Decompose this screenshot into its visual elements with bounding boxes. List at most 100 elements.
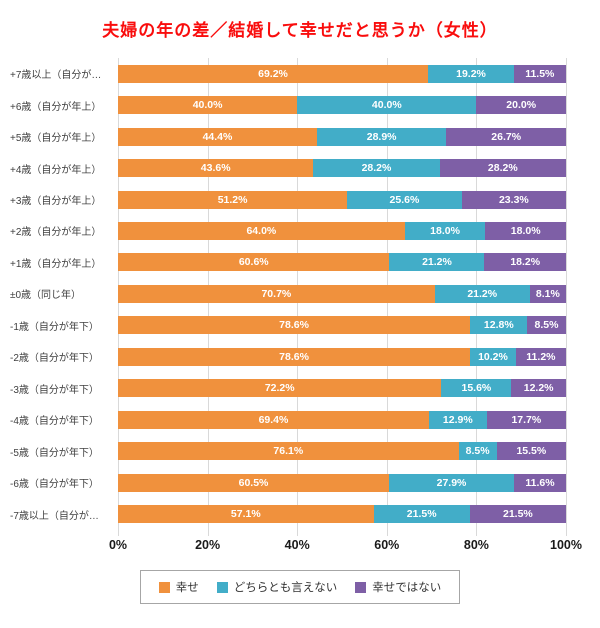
bar-segment: 26.7%: [446, 127, 566, 146]
x-tick-label: 20%: [195, 538, 221, 552]
value-label: 15.6%: [461, 382, 492, 395]
bar-segment: 18.0%: [485, 221, 566, 240]
bar-segment: 64.0%: [118, 221, 405, 240]
bar-segment: 60.6%: [118, 253, 390, 272]
legend-item: 幸せ: [158, 579, 199, 595]
category-label: +1歳（自分が年上）: [10, 258, 102, 270]
value-label: 27.9%: [436, 476, 467, 489]
bar-segment: 78.6%: [118, 347, 471, 366]
value-label: 8.5%: [465, 445, 490, 458]
bar-row: +5歳（自分が年上） 44.4% 28.9% 26.7%: [10, 122, 566, 152]
bar-segment: 10.2%: [470, 347, 516, 366]
legend-item: どちらとも言えない: [216, 579, 337, 595]
value-label: 18.0%: [430, 224, 460, 237]
bar-segment: 19.2%: [428, 64, 515, 83]
category-label: +5歳（自分が年上）: [10, 133, 102, 145]
category-label: +3歳（自分が年上）: [10, 196, 102, 208]
category-label: -2歳（自分が年下）: [10, 353, 99, 365]
bar-segment: 21.5%: [469, 505, 566, 524]
value-label: 11.5%: [525, 67, 555, 80]
x-tick-label: 60%: [374, 538, 400, 552]
x-tick-label: 40%: [284, 538, 310, 552]
bar-row: +1歳（自分が年上） 60.6% 21.2% 18.2%: [10, 247, 566, 277]
bar-segment: 51.2%: [118, 190, 348, 209]
category-label: -3歳（自分が年下）: [10, 384, 99, 396]
value-label: 15.5%: [516, 445, 547, 458]
bar-segment: 72.2%: [118, 379, 442, 398]
category-label: -5歳（自分が年下）: [10, 447, 99, 459]
legend: 幸せ どちらとも言えない 幸せではない: [139, 570, 461, 604]
bar-segment: 18.2%: [484, 253, 566, 272]
stacked-bar: 60.5% 27.9% 11.6%: [118, 473, 566, 492]
value-label: 28.2%: [361, 162, 392, 175]
bar-row: -7歳以上（自分が… 57.1% 21.5% 21.5%: [10, 499, 566, 529]
category-label: -6歳（自分が年下）: [10, 479, 99, 491]
stacked-bar: 44.4% 28.9% 26.7%: [118, 127, 566, 146]
stacked-bar: 60.6% 21.2% 18.2%: [118, 253, 566, 272]
bar-segment: 28.9%: [316, 127, 447, 146]
value-label: 21.2%: [467, 287, 498, 300]
value-label: 64.0%: [246, 224, 277, 237]
category-label: ±0歳（同じ年）: [10, 290, 82, 302]
value-label: 12.9%: [442, 413, 473, 426]
bar-segment: 12.2%: [511, 379, 566, 398]
value-label: 69.2%: [258, 67, 288, 80]
value-label: 19.2%: [456, 67, 486, 80]
bar-segment: 23.3%: [461, 190, 566, 209]
stacked-bar: 57.1% 21.5% 21.5%: [118, 505, 566, 524]
value-label: 28.9%: [366, 130, 397, 143]
bar-segment: 28.2%: [313, 159, 440, 178]
bar-row: ±0歳（同じ年） 70.7% 21.2% 8.1%: [10, 279, 566, 309]
bar-segment: 69.4%: [118, 410, 429, 429]
value-label: 8.5%: [534, 319, 559, 332]
bar-segment: 76.1%: [118, 442, 459, 461]
category-label: +4歳（自分が年上）: [10, 164, 102, 176]
value-label: 21.5%: [503, 508, 533, 521]
value-label: 78.6%: [279, 319, 309, 332]
stacked-bar: 51.2% 25.6% 23.3%: [118, 190, 566, 209]
bar-segment: 40.0%: [118, 96, 298, 115]
bar-segment: 8.5%: [458, 442, 497, 461]
gridline: [566, 58, 567, 536]
category-label: +6歳（自分が年上）: [10, 101, 102, 113]
bar-row: -4歳（自分が年下） 69.4% 12.9% 17.7%: [10, 405, 566, 435]
bar-segment: 18.0%: [404, 221, 486, 240]
value-label: 21.2%: [422, 256, 452, 269]
bar-segment: 25.6%: [347, 190, 462, 209]
bar-segment: 69.2%: [118, 64, 429, 83]
bar-row: +4歳（自分が年上） 43.6% 28.2% 28.2%: [10, 153, 566, 183]
category-label: -1歳（自分が年下）: [10, 321, 99, 333]
bar-segment: 11.2%: [515, 347, 566, 366]
bar-segment: 8.5%: [527, 316, 566, 335]
bar-segment: 21.2%: [389, 253, 485, 272]
bar-segment: 17.7%: [486, 410, 566, 429]
legend-item: 幸せではない: [355, 579, 441, 595]
legend-label: 幸せ: [175, 582, 199, 594]
bar-row: -3歳（自分が年下） 72.2% 15.6% 12.2%: [10, 373, 566, 403]
bar-row: +6歳（自分が年上） 40.0% 40.0% 20.0%: [10, 90, 566, 120]
value-label: 44.4%: [202, 130, 233, 143]
value-label: 51.2%: [217, 193, 248, 206]
value-label: 18.0%: [510, 224, 541, 237]
value-label: 43.6%: [200, 162, 231, 175]
bar-segment: 11.5%: [514, 64, 566, 83]
value-label: 78.6%: [279, 350, 309, 363]
value-label: 8.1%: [535, 287, 560, 300]
bar-row: -5歳（自分が年下） 76.1% 8.5% 15.5%: [10, 436, 567, 466]
value-label: 69.4%: [258, 413, 289, 426]
bar-row: +3歳（自分が年上） 51.2% 25.6% 23.3%: [10, 185, 566, 215]
bar-segment: 60.5%: [118, 473, 390, 492]
bar-segment: 43.6%: [118, 159, 314, 178]
plot-area: +7歳以上（自分が… 69.2% 19.2% 11.5% +6歳（自分が年上） 40.0%…: [10, 58, 567, 536]
value-label: 40.0%: [371, 99, 402, 112]
bar-segment: 12.8%: [470, 316, 528, 335]
stacked-bar: 69.4% 12.9% 17.7%: [118, 410, 566, 429]
stacked-bar: 78.6% 12.8% 8.5%: [118, 316, 566, 335]
stacked-bar: 64.0% 18.0% 18.0%: [118, 221, 566, 240]
bar-segment: 27.9%: [389, 473, 515, 492]
bar-segment: 8.1%: [529, 284, 566, 303]
value-label: 72.2%: [264, 382, 295, 395]
bar-segment: 15.6%: [441, 379, 512, 398]
category-label: -4歳（自分が年下）: [10, 416, 99, 428]
